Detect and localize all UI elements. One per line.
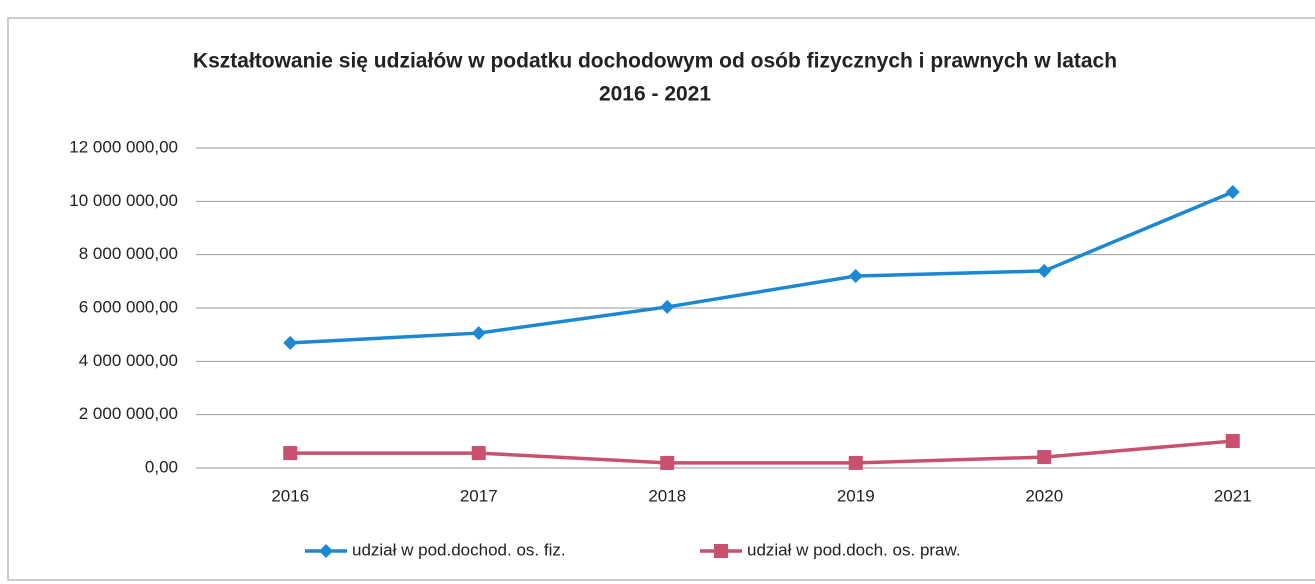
x-tick-label: 2016 xyxy=(271,486,309,505)
series-line xyxy=(290,190,1234,345)
series-line xyxy=(290,439,1233,465)
x-tick-label: 2018 xyxy=(648,486,686,505)
y-tick-label: 2 000 000,00 xyxy=(79,404,178,423)
y-tick-label: 8 000 000,00 xyxy=(79,244,178,263)
x-tick-label: 2019 xyxy=(837,486,875,505)
y-tick-label: 12 000 000,00 xyxy=(69,137,178,156)
x-tick-label: 2020 xyxy=(1025,486,1063,505)
y-tick-label: 4 000 000,00 xyxy=(79,351,178,370)
chart-title: Kształtowanie się udziałów w podatku doc… xyxy=(193,50,1117,73)
y-tick-label: 0,00 xyxy=(145,457,178,476)
chart-frame xyxy=(7,17,1315,581)
data-point xyxy=(471,326,486,341)
data-point xyxy=(848,269,863,283)
legend-marker xyxy=(714,544,728,558)
data-point xyxy=(660,455,675,470)
data-point xyxy=(1225,185,1240,199)
x-tick-label: 2021 xyxy=(1214,486,1252,505)
data-point xyxy=(1037,263,1052,278)
chart-title: 2016 - 2021 xyxy=(599,83,711,106)
data-point xyxy=(471,446,486,461)
data-point xyxy=(848,455,863,470)
data-point xyxy=(283,335,298,350)
data-point xyxy=(283,446,298,461)
data-point xyxy=(660,299,675,314)
data-point xyxy=(1225,434,1240,449)
legend-label: udział w pod.doch. os. praw. xyxy=(747,540,961,559)
data-point xyxy=(1037,450,1052,465)
legend-marker xyxy=(319,544,333,558)
legend-label: udział w pod.dochod. os. fiz. xyxy=(352,540,566,559)
x-tick-label: 2017 xyxy=(460,486,498,505)
y-tick-label: 6 000 000,00 xyxy=(79,297,178,316)
y-tick-label: 10 000 000,00 xyxy=(69,191,178,210)
